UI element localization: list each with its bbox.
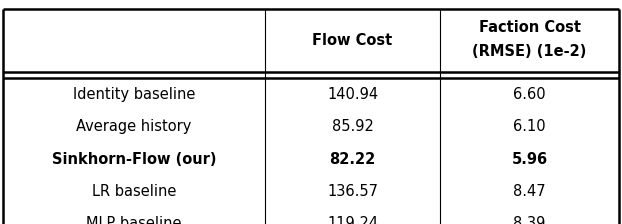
Text: 119.24: 119.24 xyxy=(327,216,378,224)
Text: 82.22: 82.22 xyxy=(330,152,376,166)
Text: 5.96: 5.96 xyxy=(511,152,547,166)
Text: (RMSE) (1e-2): (RMSE) (1e-2) xyxy=(473,44,587,59)
Text: Identity baseline: Identity baseline xyxy=(73,87,195,102)
Text: 8.47: 8.47 xyxy=(513,184,546,199)
Text: 140.94: 140.94 xyxy=(327,87,378,102)
Text: Average history: Average history xyxy=(77,119,192,134)
Text: Faction Cost: Faction Cost xyxy=(478,20,580,35)
Text: LR baseline: LR baseline xyxy=(92,184,176,199)
Text: 8.39: 8.39 xyxy=(513,216,545,224)
Text: Sinkhorn-Flow (our): Sinkhorn-Flow (our) xyxy=(52,152,216,166)
Text: 136.57: 136.57 xyxy=(327,184,378,199)
Text: 6.10: 6.10 xyxy=(513,119,546,134)
Text: 85.92: 85.92 xyxy=(332,119,373,134)
Text: Flow Cost: Flow Cost xyxy=(312,33,392,48)
Text: MLP baseline: MLP baseline xyxy=(86,216,182,224)
Text: 6.60: 6.60 xyxy=(513,87,546,102)
